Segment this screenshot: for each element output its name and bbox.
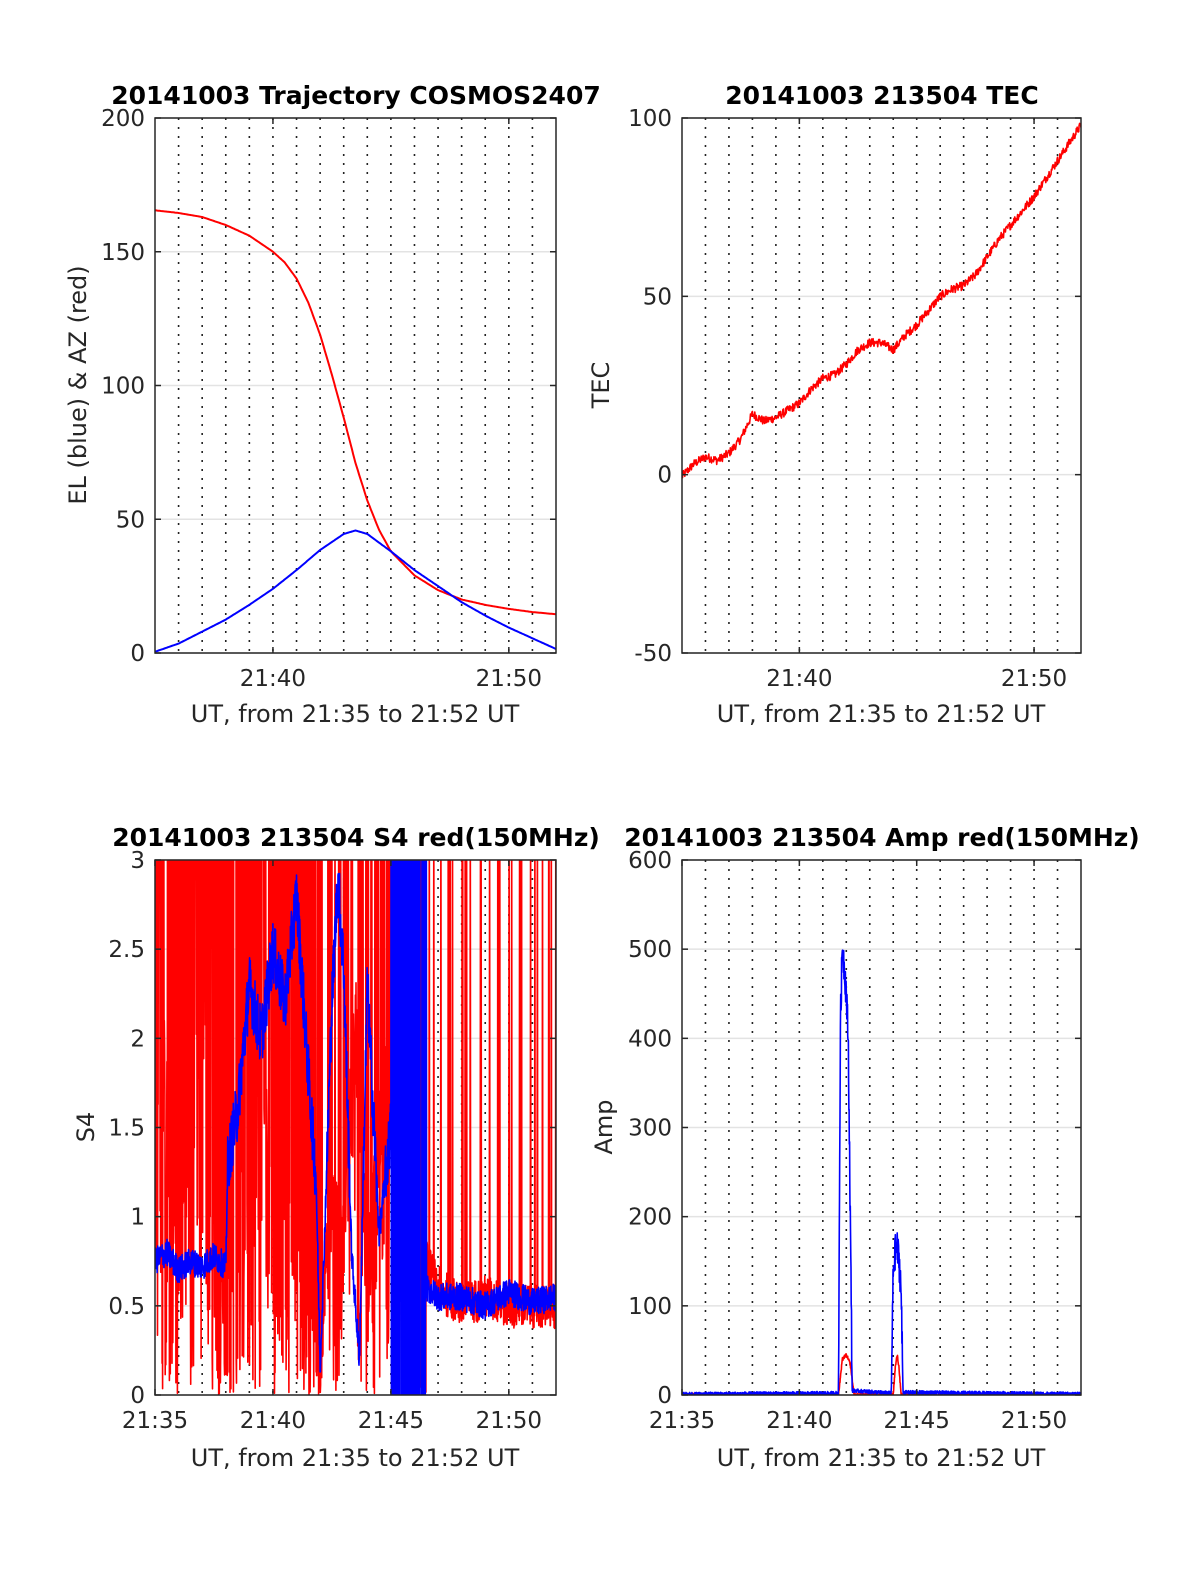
y-tick-label: 2.5 <box>108 937 145 963</box>
tec-ylabel: TEC <box>587 362 615 410</box>
s4-title: 20141003 213504 S4 red(150MHz) <box>112 823 600 852</box>
series-line-1 <box>155 860 556 1395</box>
x-tick-label: 21:35 <box>122 1408 188 1434</box>
amp-title: 20141003 213504 Amp red(150MHz) <box>624 823 1140 852</box>
x-tick-label: 21:45 <box>884 1408 950 1434</box>
x-tick-label: 21:50 <box>1001 1408 1067 1434</box>
series-line-0 <box>155 860 556 1395</box>
y-tick-label: 1 <box>130 1205 145 1231</box>
trajectory-ylabel: EL (blue) & AZ (red) <box>64 265 92 504</box>
y-tick-label: 300 <box>628 1116 672 1142</box>
y-tick-label: 600 <box>628 848 672 874</box>
series-line-0 <box>682 122 1081 479</box>
y-tick-label: 1.5 <box>108 1116 145 1142</box>
y-tick-label: 50 <box>643 284 672 310</box>
x-tick-label: 21:45 <box>358 1408 424 1434</box>
x-tick-label: 21:35 <box>649 1408 715 1434</box>
s4-panel: 20141003 213504 S4 red(150MHz) UT, from … <box>72 823 600 1472</box>
y-tick-label: 0 <box>130 1383 145 1409</box>
amp-ylabel: Amp <box>590 1099 618 1154</box>
y-tick-label: 200 <box>628 1205 672 1231</box>
y-tick-label: 150 <box>101 240 145 266</box>
tec-xlabel: UT, from 21:35 to 21:52 UT <box>717 700 1046 728</box>
amp-panel: 20141003 213504 Amp red(150MHz) UT, from… <box>590 823 1140 1472</box>
plot-area <box>682 122 1081 479</box>
axes-box <box>681 117 1082 654</box>
series-line-1 <box>155 529 556 653</box>
y-tick-label: 0.5 <box>108 1294 145 1320</box>
x-tick-label: 21:40 <box>766 1408 832 1434</box>
series-line-1 <box>682 949 1081 1395</box>
y-tick-label: 2 <box>130 1026 145 1052</box>
y-tick-label: 100 <box>628 106 672 132</box>
tec-panel: 20141003 213504 TEC UT, from 21:35 to 21… <box>587 81 1082 728</box>
x-tick-label: 21:40 <box>766 666 832 692</box>
y-tick-label: 3 <box>130 848 145 874</box>
tec-title: 20141003 213504 TEC <box>725 81 1038 110</box>
y-tick-label: 400 <box>628 1026 672 1052</box>
x-tick-label: 21:50 <box>1001 666 1067 692</box>
y-tick-label: 0 <box>657 463 672 489</box>
y-tick-label: 0 <box>130 641 145 667</box>
x-tick-label: 21:50 <box>476 1408 542 1434</box>
y-tick-label: 0 <box>657 1383 672 1409</box>
series-line-0 <box>155 209 556 616</box>
y-tick-label: 100 <box>101 374 145 400</box>
y-tick-label: -50 <box>634 641 672 667</box>
plot-area <box>682 949 1081 1395</box>
y-tick-label: 100 <box>628 1294 672 1320</box>
x-tick-label: 21:50 <box>476 666 542 692</box>
trajectory-title: 20141003 Trajectory COSMOS2407 <box>111 81 601 110</box>
amp-xlabel: UT, from 21:35 to 21:52 UT <box>717 1444 1046 1472</box>
s4-ylabel: S4 <box>72 1112 100 1143</box>
trajectory-panel: 20141003 Trajectory COSMOS2407 UT, from … <box>64 81 601 728</box>
x-tick-label: 21:40 <box>240 1408 306 1434</box>
y-tick-label: 200 <box>101 106 145 132</box>
x-tick-label: 21:40 <box>240 666 306 692</box>
s4-xlabel: UT, from 21:35 to 21:52 UT <box>191 1444 520 1472</box>
plot-area <box>155 860 556 1395</box>
plot-area <box>155 209 556 653</box>
y-tick-label: 50 <box>116 507 145 533</box>
series-line-0 <box>682 1353 1081 1395</box>
y-tick-label: 500 <box>628 937 672 963</box>
trajectory-xlabel: UT, from 21:35 to 21:52 UT <box>191 700 520 728</box>
